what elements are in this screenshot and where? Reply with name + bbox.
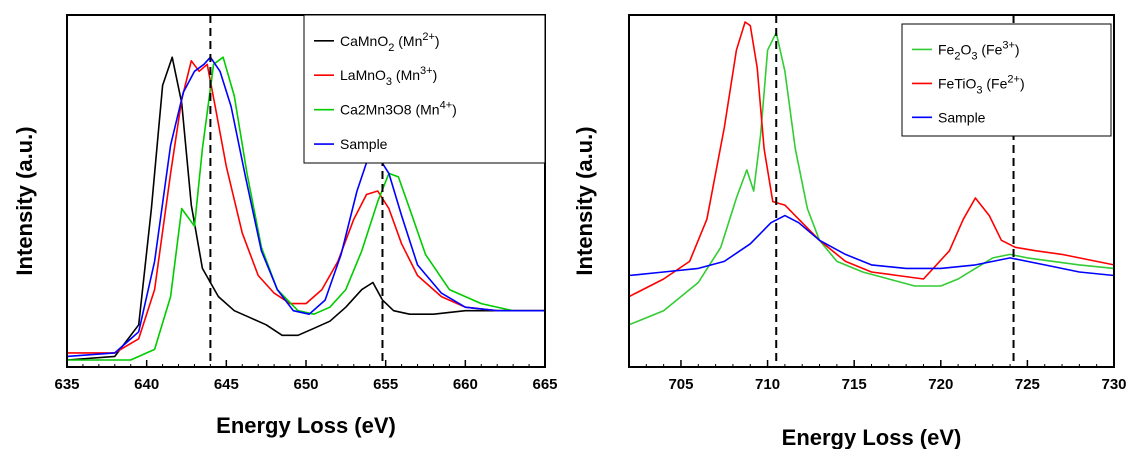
- x-tick-label: 715: [842, 376, 867, 393]
- x-tick-label: 705: [668, 376, 693, 393]
- legend-box: [303, 14, 546, 164]
- series-line-3: [67, 56, 545, 361]
- series-line-3: [629, 214, 1114, 277]
- x-tick-label: 725: [1015, 376, 1040, 393]
- x-tick-label: 645: [214, 376, 239, 393]
- x-tick-label: 655: [373, 376, 398, 393]
- x-tick-label: 710: [755, 376, 780, 393]
- legend: CaMnO2 (Mn2+) LaMnO3 (Mn3+) Ca2Mn3O8 (Mn4+…: [303, 14, 546, 164]
- legend-item-1: Fe2O3 (Fe3+): [912, 39, 1020, 62]
- x-tick-label: 720: [928, 376, 953, 393]
- x-tick-label: 640: [134, 376, 159, 393]
- legend-label: Ca2Mn3O8 (Mn4+): [340, 100, 457, 118]
- x-tick-label: 660: [453, 376, 478, 393]
- legend-item-3: Ca2Mn3O8 (Mn4+): [314, 100, 457, 118]
- series-layer: [67, 56, 545, 361]
- series-line-1: [67, 56, 545, 361]
- legend-item-2: LaMnO3 (Mn3+): [314, 65, 437, 88]
- legend-box: [901, 23, 1112, 137]
- x-axis-title: Energy Loss (eV): [782, 425, 962, 449]
- series-line-2: [67, 60, 545, 354]
- chart-panel-2: 705 710 715 720 725 730 Energy Loss (eV) Intens…: [572, 14, 1127, 449]
- x-tick-label: 730: [1101, 376, 1126, 393]
- series-layer: [629, 21, 1114, 326]
- x-tick-label: 650: [293, 376, 318, 393]
- legend-label: Sample: [340, 136, 388, 152]
- legend-label: Sample: [938, 109, 986, 125]
- chart-panel-1: 635 640 645 650 655 660 665 Energy Loss (eV) Int…: [12, 14, 558, 438]
- legend-label: FeTiO3 (Fe2+): [938, 73, 1025, 96]
- legend-item-4: Sample: [314, 136, 388, 152]
- legend-item-2: FeTiO3 (Fe2+): [912, 73, 1025, 96]
- legend-item-1: CaMnO2 (Mn2+): [314, 31, 440, 54]
- legend-label: LaMnO3 (Mn3+): [340, 65, 437, 88]
- y-axis-title: Intensity (a.u.): [572, 126, 597, 275]
- legend-label: Fe2O3 (Fe3+): [938, 39, 1020, 62]
- x-tick-label: 665: [532, 376, 557, 393]
- x-tick-label: 635: [54, 376, 79, 393]
- y-axis-title: Intensity (a.u.): [12, 126, 37, 275]
- legend-item-3: Sample: [912, 109, 986, 125]
- series-line-4: [67, 56, 545, 358]
- x-axis-title: Energy Loss (eV): [216, 413, 396, 438]
- legend-label: CaMnO2 (Mn2+): [340, 31, 440, 54]
- legend: Fe2O3 (Fe3+) FeTiO3 (Fe2+) Sample: [901, 23, 1112, 137]
